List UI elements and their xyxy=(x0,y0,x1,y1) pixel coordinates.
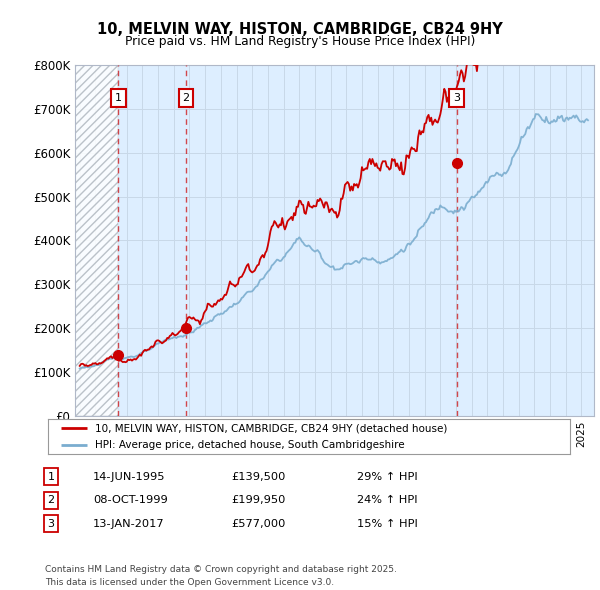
Text: £199,950: £199,950 xyxy=(231,496,286,505)
Text: 3: 3 xyxy=(47,519,55,529)
Text: 3: 3 xyxy=(453,93,460,103)
Text: Contains HM Land Registry data © Crown copyright and database right 2025.
This d: Contains HM Land Registry data © Crown c… xyxy=(45,565,397,588)
Text: 24% ↑ HPI: 24% ↑ HPI xyxy=(357,496,418,505)
Text: £577,000: £577,000 xyxy=(231,519,286,529)
Text: 10, MELVIN WAY, HISTON, CAMBRIDGE, CB24 9HY (detached house): 10, MELVIN WAY, HISTON, CAMBRIDGE, CB24 … xyxy=(95,424,448,434)
Text: 1: 1 xyxy=(47,472,55,481)
Text: 13-JAN-2017: 13-JAN-2017 xyxy=(93,519,164,529)
Text: 1: 1 xyxy=(115,93,122,103)
Text: 2: 2 xyxy=(182,93,190,103)
Text: 08-OCT-1999: 08-OCT-1999 xyxy=(93,496,168,505)
Text: £139,500: £139,500 xyxy=(231,472,286,481)
Text: 29% ↑ HPI: 29% ↑ HPI xyxy=(357,472,418,481)
Text: HPI: Average price, detached house, South Cambridgeshire: HPI: Average price, detached house, Sout… xyxy=(95,440,404,450)
Text: 2: 2 xyxy=(47,496,55,505)
Bar xyxy=(75,65,118,416)
Text: Price paid vs. HM Land Registry's House Price Index (HPI): Price paid vs. HM Land Registry's House … xyxy=(125,35,475,48)
Text: 10, MELVIN WAY, HISTON, CAMBRIDGE, CB24 9HY: 10, MELVIN WAY, HISTON, CAMBRIDGE, CB24 … xyxy=(97,22,503,37)
Text: 15% ↑ HPI: 15% ↑ HPI xyxy=(357,519,418,529)
Text: 14-JUN-1995: 14-JUN-1995 xyxy=(93,472,166,481)
